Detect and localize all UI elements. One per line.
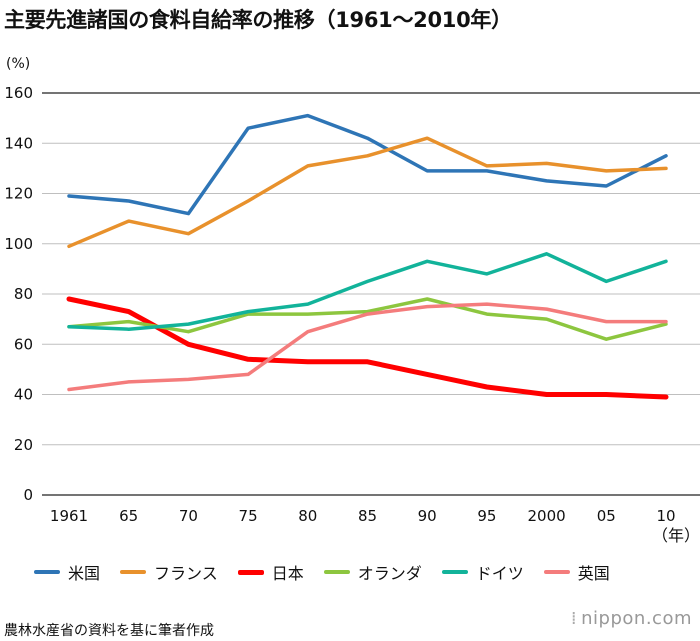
x-tick-label: 70 <box>179 507 198 525</box>
legend-label: 日本 <box>271 564 304 583</box>
legend-item: フランス <box>120 560 218 584</box>
x-tick-label: 2000 <box>528 507 566 525</box>
x-tick-label: 1961 <box>50 507 88 525</box>
y-tick-label: 100 <box>4 235 33 253</box>
legend-label: 米国 <box>68 564 101 583</box>
legend-item: ドイツ <box>441 560 524 584</box>
x-tick-label: 80 <box>298 507 317 525</box>
series-lines <box>66 113 669 400</box>
source-note: 農林水産省の資料を基に筆者作成 <box>4 623 214 639</box>
legend-item: 英国 <box>543 560 610 584</box>
legend-swatch <box>120 570 147 574</box>
y-tick-label: 140 <box>4 134 33 152</box>
x-tick-label: 75 <box>239 507 258 525</box>
chart-title: 主要先進諸国の食料自給率の推移（1961〜2010年） <box>4 8 512 32</box>
gridlines <box>42 92 700 496</box>
line-chart: 0 20 40 60 80 100 120 140 160 1961 65 70 75 80 85 90 95… <box>4 84 700 545</box>
y-tick-label: 60 <box>14 335 33 353</box>
x-tick-labels: 1961 65 70 75 80 85 90 95 2000 05 10 <box>50 507 676 525</box>
legend-swatch <box>543 570 570 574</box>
x-tick-label: 90 <box>418 507 437 525</box>
legend-swatch <box>34 570 60 574</box>
legend: 米国 フランス 日本 オランダ ドイツ 英国 <box>34 560 610 584</box>
nippon-logo: ⁞ nippon.com <box>571 608 692 629</box>
legend-label: フランス <box>154 564 218 583</box>
series-line-ドイツ <box>67 252 668 331</box>
y-tick-label: 0 <box>23 486 33 504</box>
x-tick-label: 95 <box>477 507 496 525</box>
series-line-フランス <box>67 136 668 249</box>
logo-text: nippon.com <box>581 608 692 629</box>
legend-swatch <box>237 569 264 575</box>
y-tick-label: 160 <box>4 84 33 102</box>
x-tick-label: 05 <box>597 507 616 525</box>
legend-item: オランダ <box>323 560 422 584</box>
series-line-日本 <box>66 296 669 400</box>
series-line-オランダ <box>67 297 668 341</box>
x-tick-label: 10 <box>656 507 675 525</box>
legend-label: ドイツ <box>475 564 524 583</box>
y-tick-label: 120 <box>4 185 33 203</box>
legend-label: 英国 <box>577 564 610 583</box>
y-tick-label: 20 <box>14 436 33 454</box>
x-tick-label: 85 <box>358 507 377 525</box>
legend-item: 米国 <box>34 560 100 584</box>
y-tick-labels: 0 20 40 60 80 100 120 140 160 <box>4 84 33 504</box>
y-tick-label: 80 <box>14 285 33 303</box>
legend-swatch <box>323 570 350 574</box>
x-axis-unit-label: （年） <box>652 526 700 545</box>
x-tick-label: 65 <box>119 507 138 525</box>
legend-swatch <box>441 570 468 574</box>
legend-item: 日本 <box>237 560 304 584</box>
y-tick-label: 40 <box>14 386 33 404</box>
series-line-英国 <box>67 302 668 392</box>
logo-mark: ⁞ <box>570 608 578 629</box>
legend-label: オランダ <box>357 564 422 583</box>
series-line-米国 <box>67 113 668 216</box>
y-axis-unit-label: (%) <box>6 56 31 72</box>
